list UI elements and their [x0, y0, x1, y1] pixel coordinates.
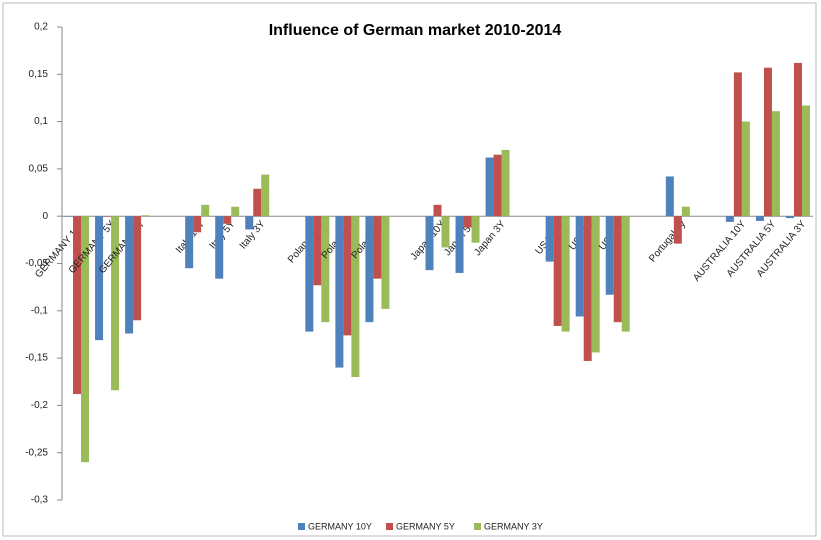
bar [125, 216, 134, 334]
bar [313, 216, 322, 286]
bar [801, 105, 810, 217]
bar [373, 216, 382, 279]
y-tick-label: 0,15 [29, 69, 49, 80]
bar [455, 216, 464, 273]
bar [553, 216, 562, 326]
bar [103, 216, 112, 217]
bar [561, 216, 570, 332]
bar [575, 216, 584, 317]
bar [441, 216, 450, 248]
bar [253, 188, 262, 217]
y-tick-label: -0,3 [31, 495, 49, 506]
bar [343, 216, 352, 336]
bar [433, 204, 442, 217]
bar [65, 216, 74, 217]
bar [741, 121, 750, 217]
bar [351, 216, 360, 378]
bar [201, 204, 210, 217]
legend-label: GERMANY 5Y [396, 521, 455, 531]
y-tick-label: 0,05 [29, 164, 49, 175]
bar [305, 216, 314, 332]
bar [591, 216, 600, 353]
bar [185, 216, 194, 269]
bar [193, 216, 202, 233]
y-tick-label: 0,1 [34, 116, 48, 127]
bar [335, 216, 344, 368]
legend-label: GERMANY 3Y [484, 521, 543, 531]
bar [223, 216, 232, 224]
bar [673, 216, 682, 244]
bar [321, 216, 330, 323]
bar [501, 149, 510, 217]
chart-title: Influence of German market 2010-2014 [269, 22, 562, 39]
legend-swatch [474, 523, 481, 530]
y-tick-label: 0,2 [34, 22, 48, 33]
legend-swatch [298, 523, 305, 530]
bar [733, 72, 742, 217]
bar [493, 154, 502, 217]
y-tick-label: -0,25 [25, 447, 48, 458]
bar [95, 216, 104, 341]
bar [665, 176, 674, 217]
bar [785, 216, 794, 219]
y-tick-label: -0,1 [31, 305, 49, 316]
y-tick-label: 0 [42, 211, 48, 222]
bar [245, 216, 254, 230]
bar [471, 216, 480, 243]
bar [763, 67, 772, 217]
legend-swatch [386, 523, 393, 530]
bar [545, 216, 554, 262]
bar [463, 216, 472, 228]
bar [485, 157, 494, 217]
bar [425, 216, 434, 271]
y-tick-label: -0,15 [25, 353, 48, 364]
bar [231, 206, 240, 217]
bar [613, 216, 622, 323]
bar [381, 216, 390, 309]
bar [755, 216, 764, 221]
y-tick-label: -0,05 [25, 258, 48, 269]
bar [681, 206, 690, 217]
bar [141, 215, 150, 217]
bar [793, 62, 802, 217]
bar [583, 216, 592, 361]
legend-label: GERMANY 10Y [308, 521, 372, 531]
bar [261, 174, 270, 217]
bar [365, 216, 374, 323]
bar [771, 111, 780, 217]
bar [81, 216, 90, 463]
bar [605, 216, 614, 295]
bar [215, 216, 224, 279]
bar [111, 216, 120, 391]
y-tick-label: -0,2 [31, 400, 49, 411]
bar [725, 216, 734, 222]
bar [621, 216, 630, 332]
bar [133, 216, 142, 321]
bar [73, 216, 82, 395]
